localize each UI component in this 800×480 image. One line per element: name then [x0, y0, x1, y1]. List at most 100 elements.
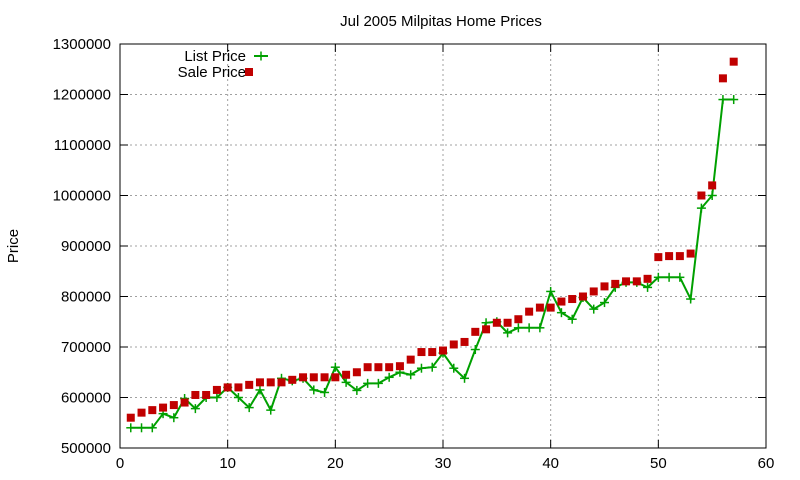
x-tick-label: 10: [219, 455, 236, 472]
list-price-point: [503, 328, 513, 338]
sale-price-point: [482, 325, 491, 334]
sale-price-point: [191, 390, 200, 399]
series-layer: [126, 57, 739, 433]
list-price-point: [707, 191, 717, 200]
sale-price-point: [578, 292, 587, 301]
sale-price-point: [708, 181, 717, 190]
sale-price-point: [406, 355, 415, 364]
list-price-point: [449, 363, 459, 373]
list-price-point: [363, 378, 373, 388]
y-tick-label: 700000: [61, 339, 111, 356]
list-price-point: [341, 377, 351, 387]
sale-price-point: [417, 348, 426, 357]
list-price-point: [352, 385, 362, 395]
list-price-point: [686, 294, 696, 304]
sale-price-point: [288, 375, 297, 384]
list-price-point: [729, 95, 739, 105]
x-tick-label: 50: [650, 455, 667, 472]
sale-price-point: [212, 385, 221, 394]
x-tick-label: 20: [327, 455, 344, 472]
list-price-point: [589, 304, 599, 314]
sale-price-point: [223, 383, 232, 392]
sale-price-point: [169, 401, 178, 410]
sale-price-point: [697, 191, 706, 200]
sale-price-point: [514, 315, 523, 324]
sale-price-point: [492, 318, 501, 327]
sale-price-point: [234, 383, 243, 392]
list-price-point: [546, 286, 556, 296]
y-tick-label: 600000: [61, 390, 111, 407]
list-price-line: [130, 98, 734, 429]
sale-price-point: [126, 413, 135, 422]
sale-price-point: [395, 362, 404, 371]
list-price-point: [567, 314, 577, 324]
sale-price-point: [449, 340, 458, 349]
list-price-point: [126, 423, 136, 433]
sale-price-point: [675, 252, 684, 261]
series-list-price: [126, 95, 739, 433]
list-price-point: [513, 323, 523, 333]
list-price-point: [255, 385, 265, 395]
y-tick-label: 1100000: [54, 137, 111, 154]
sale-price-point: [363, 363, 372, 372]
sale-price-point: [632, 277, 641, 286]
list-price-point: [190, 404, 200, 414]
list-price-point: [600, 298, 609, 308]
sale-price-point: [589, 287, 598, 296]
x-tick-label: 40: [542, 455, 559, 472]
sale-price-point: [342, 370, 351, 379]
list-price-point: [373, 378, 383, 388]
list-price-point: [470, 345, 480, 355]
list-price-point: [718, 95, 728, 105]
list-price-point: [524, 323, 534, 333]
list-price-point: [330, 362, 340, 372]
sale-price-point: [299, 373, 308, 382]
x-tick-label: 30: [435, 455, 452, 472]
legend-label-list-price: List Price: [184, 48, 246, 65]
x-tick-label: 60: [758, 455, 775, 472]
list-price-point: [244, 403, 254, 413]
list-price-point: [675, 272, 685, 282]
list-price-point: [535, 323, 545, 333]
sale-price-point: [320, 373, 329, 382]
sale-price-point: [159, 403, 168, 412]
list-price-point: [653, 272, 663, 282]
sale-price-point: [277, 378, 286, 387]
sale-price-point: [266, 378, 275, 387]
sale-price-point: [546, 303, 555, 312]
list-price-point: [147, 423, 157, 433]
sale-price-point: [439, 346, 447, 355]
list-price-point: [320, 387, 330, 397]
list-price-point: [233, 393, 243, 402]
y-tick-label: 800000: [61, 289, 111, 306]
list-price-point: [169, 413, 179, 423]
legend-marker-sale-price: [245, 68, 253, 76]
sale-price-point: [568, 295, 577, 304]
sale-price-point: [374, 363, 383, 372]
list-price-point: [266, 405, 276, 415]
sale-price-point: [729, 57, 738, 66]
list-price-point: [427, 362, 437, 372]
list-price-point: [556, 308, 566, 318]
sale-price-point: [686, 249, 695, 258]
sale-price-point: [535, 303, 544, 312]
y-tick-label: 1300000: [53, 36, 111, 53]
sale-price-point: [718, 74, 727, 83]
sale-price-point: [245, 380, 254, 389]
x-tick-label: 0: [116, 455, 124, 472]
list-price-point: [643, 282, 653, 292]
list-price-point: [664, 272, 674, 282]
y-tick-label: 1200000: [53, 87, 111, 104]
sale-price-point: [385, 363, 394, 372]
sale-price-point: [557, 297, 566, 306]
sale-price-point: [460, 337, 469, 346]
sale-price-point: [471, 327, 480, 336]
list-price-point: [137, 423, 147, 433]
sale-price-point: [428, 348, 437, 357]
sale-price-point: [611, 279, 620, 288]
list-price-point: [212, 393, 222, 402]
sale-price-point: [180, 398, 189, 407]
list-price-point: [696, 203, 706, 213]
